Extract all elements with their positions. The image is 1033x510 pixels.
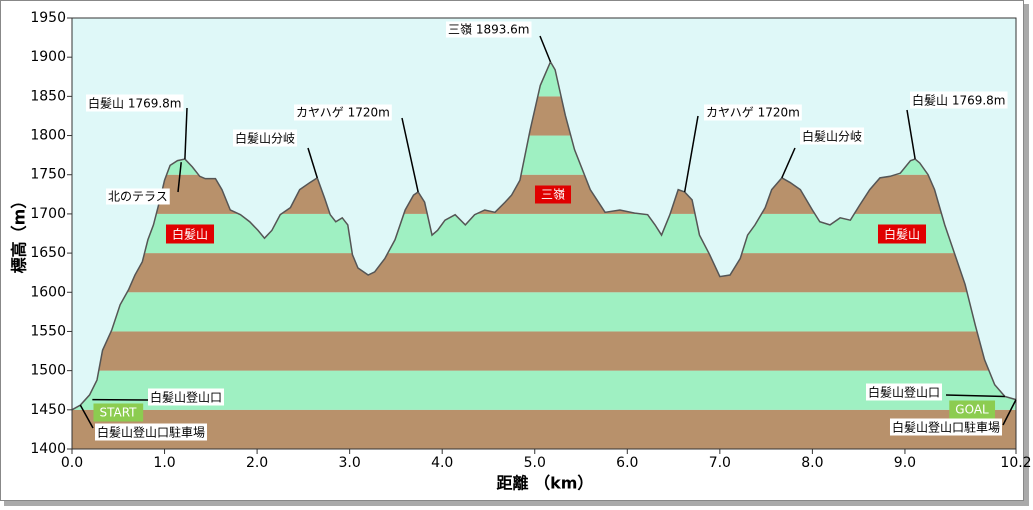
annotation-bg xyxy=(800,127,865,145)
y-tick-label: 1500 xyxy=(30,363,66,379)
y-tick-label: 1400 xyxy=(30,441,66,457)
y-tick-label: 1650 xyxy=(30,245,66,261)
x-tick-label: 4.0 xyxy=(431,455,453,471)
x-tick-label: 7.0 xyxy=(709,455,731,471)
y-tick-label: 1450 xyxy=(30,402,66,418)
x-tick-label: 6.0 xyxy=(616,455,638,471)
annotation: 白髪山登山口 xyxy=(868,385,940,400)
y-tick-label: 1850 xyxy=(30,88,66,104)
leader-line xyxy=(539,35,552,63)
endpoint-label-bg xyxy=(93,403,144,422)
annotation: 白髪山 1769.8m xyxy=(912,93,1006,108)
y-tick-label: 1700 xyxy=(30,206,66,222)
region-label-bg xyxy=(877,224,927,244)
region-label: 白髪山 xyxy=(172,227,208,242)
annotation-bg xyxy=(106,188,170,205)
elevation-band xyxy=(72,409,1016,449)
y-tick-label: 1600 xyxy=(30,284,66,300)
profile-line xyxy=(71,60,1017,411)
annotation: 白髪山 1769.8m xyxy=(88,96,182,111)
leader-line xyxy=(184,107,188,160)
annotation: 三嶺 1893.6m xyxy=(448,23,530,37)
y-tick-label: 1800 xyxy=(30,128,66,144)
annotation: カヤハゲ 1720m xyxy=(706,106,800,120)
elevation-band xyxy=(72,292,1016,332)
annotation-bg xyxy=(95,423,208,441)
leader-line xyxy=(781,147,796,179)
x-tick-label: 8.0 xyxy=(801,455,823,471)
annotation: 白髪山分岐 xyxy=(235,131,295,146)
x-tick-label: 1.0 xyxy=(153,455,175,471)
annotation-bg xyxy=(86,94,184,112)
annotation: 白髪山登山口駐車場 xyxy=(892,420,1000,435)
annotation: 白髪山分岐 xyxy=(802,129,862,144)
annotation-bg xyxy=(148,388,225,406)
leader-line xyxy=(906,109,916,160)
endpoint-label-bg xyxy=(949,400,996,419)
x-tick-label: 10.2 xyxy=(1000,455,1031,471)
elevation-band xyxy=(72,253,1016,293)
region-label: 白髪山 xyxy=(884,227,920,242)
annotation-bg xyxy=(865,383,942,401)
x-tick-label: 9.0 xyxy=(894,455,916,471)
y-tick-label: 1550 xyxy=(30,323,66,339)
leader-line xyxy=(1002,399,1017,426)
y-tick-label: 1750 xyxy=(30,167,66,183)
region-label-bg xyxy=(165,224,215,244)
x-axis-title: 距離 （km） xyxy=(497,474,594,493)
region-label-bg xyxy=(534,185,572,204)
leader-line xyxy=(177,162,182,193)
y-tick-label: 1900 xyxy=(30,49,66,65)
annotation-bg xyxy=(910,91,1008,109)
annotation-bg xyxy=(704,104,802,121)
endpoint-label: GOAL xyxy=(955,403,989,417)
annotation-bg xyxy=(294,104,392,121)
leader-line xyxy=(945,394,1005,398)
leader-line xyxy=(307,147,318,179)
x-tick-label: 5.0 xyxy=(524,455,546,471)
elevation-band xyxy=(72,370,1016,410)
elevation-band xyxy=(72,331,1016,371)
annotation: 北のテラス xyxy=(108,190,168,204)
annotation: 白髪山登山口 xyxy=(150,390,222,405)
leader-line xyxy=(401,117,419,193)
annotation-bg xyxy=(889,418,1002,436)
leader-line xyxy=(79,404,94,429)
x-tick-label: 2.0 xyxy=(246,455,268,471)
annotation: 白髪山登山口駐車場 xyxy=(97,425,205,440)
y-axis-title: 標高（m） xyxy=(10,193,29,274)
elevation-band xyxy=(72,213,1016,254)
endpoint-label: START xyxy=(99,406,137,420)
region-label: 三嶺 xyxy=(541,188,565,202)
annotation-bg xyxy=(446,21,532,38)
leader-line xyxy=(683,115,699,193)
y-tick-label: 1950 xyxy=(30,10,66,26)
plot-border xyxy=(71,17,1017,450)
x-tick-label: 0.0 xyxy=(61,455,83,471)
annotation-bg xyxy=(233,129,298,147)
x-tick-label: 3.0 xyxy=(339,455,361,471)
annotation: カヤハゲ 1720m xyxy=(296,106,390,120)
